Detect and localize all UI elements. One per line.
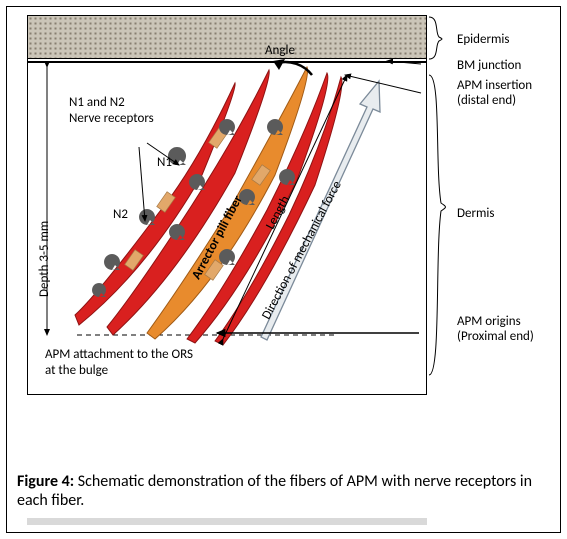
right-braces	[427, 15, 452, 395]
caption-text: Schematic demonstration of the fibers of…	[17, 472, 532, 510]
label-apm-attach: APM attachment to the ORS at the bulge	[45, 347, 205, 378]
label-n1n2: N1 and N2 Nerve receptors	[69, 95, 159, 126]
label-apm-insertion: APM insertion (distal end)	[457, 79, 557, 109]
label-dermis: Dermis	[457, 207, 494, 222]
label-angle: Angle	[265, 43, 295, 59]
label-apm-origins: APM origins (Proximal end)	[457, 315, 557, 345]
floor-strip	[27, 518, 427, 525]
label-bm: BM junction	[457, 59, 521, 74]
label-epidermis: Epidermis	[457, 33, 509, 48]
label-n2: N2	[113, 207, 128, 223]
figure-container: Epidermis BM junction APM insertion (dis…	[6, 6, 561, 533]
figure-caption: Figure 4: Schematic demonstration of the…	[17, 472, 550, 510]
label-depth: Depth 3-5 mm	[37, 221, 53, 297]
label-n1: N1	[157, 155, 172, 171]
caption-label: Figure 4:	[17, 472, 74, 491]
